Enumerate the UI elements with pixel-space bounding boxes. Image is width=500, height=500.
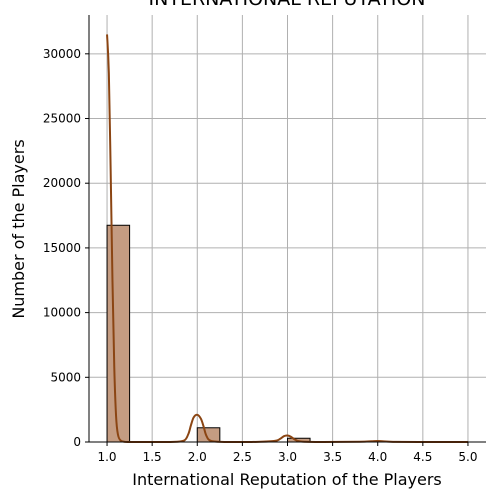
y-tick-label: 10000 [43,306,81,320]
x-tick-label: 3.0 [278,450,297,464]
y-tick-label: 5000 [50,370,81,384]
x-tick-label: 2.0 [188,450,207,464]
x-tick-label: 2.5 [233,450,252,464]
y-tick-label: 0 [73,435,81,449]
chart-title: INTERNATIONAL REPUTATION [149,0,426,10]
histogram-bar [106,224,131,443]
y-tick-label: 15000 [43,241,81,255]
y-tick-label: 30000 [43,47,81,61]
x-tick-label: 1.0 [97,450,116,464]
x-tick-label: 5.0 [458,450,477,464]
x-tick-label: 1.5 [143,450,162,464]
y-axis-label: Number of the Players [9,139,28,318]
y-tick-label: 20000 [43,176,81,190]
tick-labels: 1.0 1.5 2.0 2.5 3.0 3.5 4.0 4.5 5.0 0 5000 10000 150… [43,47,478,464]
x-tick-label: 4.5 [413,450,432,464]
x-tick-label: 3.5 [323,450,342,464]
y-tick-label: 25000 [43,112,81,126]
grid-lines [89,15,486,443]
x-axis-label: International Reputation of the Players [132,470,442,489]
x-tick-label: 4.0 [368,450,387,464]
